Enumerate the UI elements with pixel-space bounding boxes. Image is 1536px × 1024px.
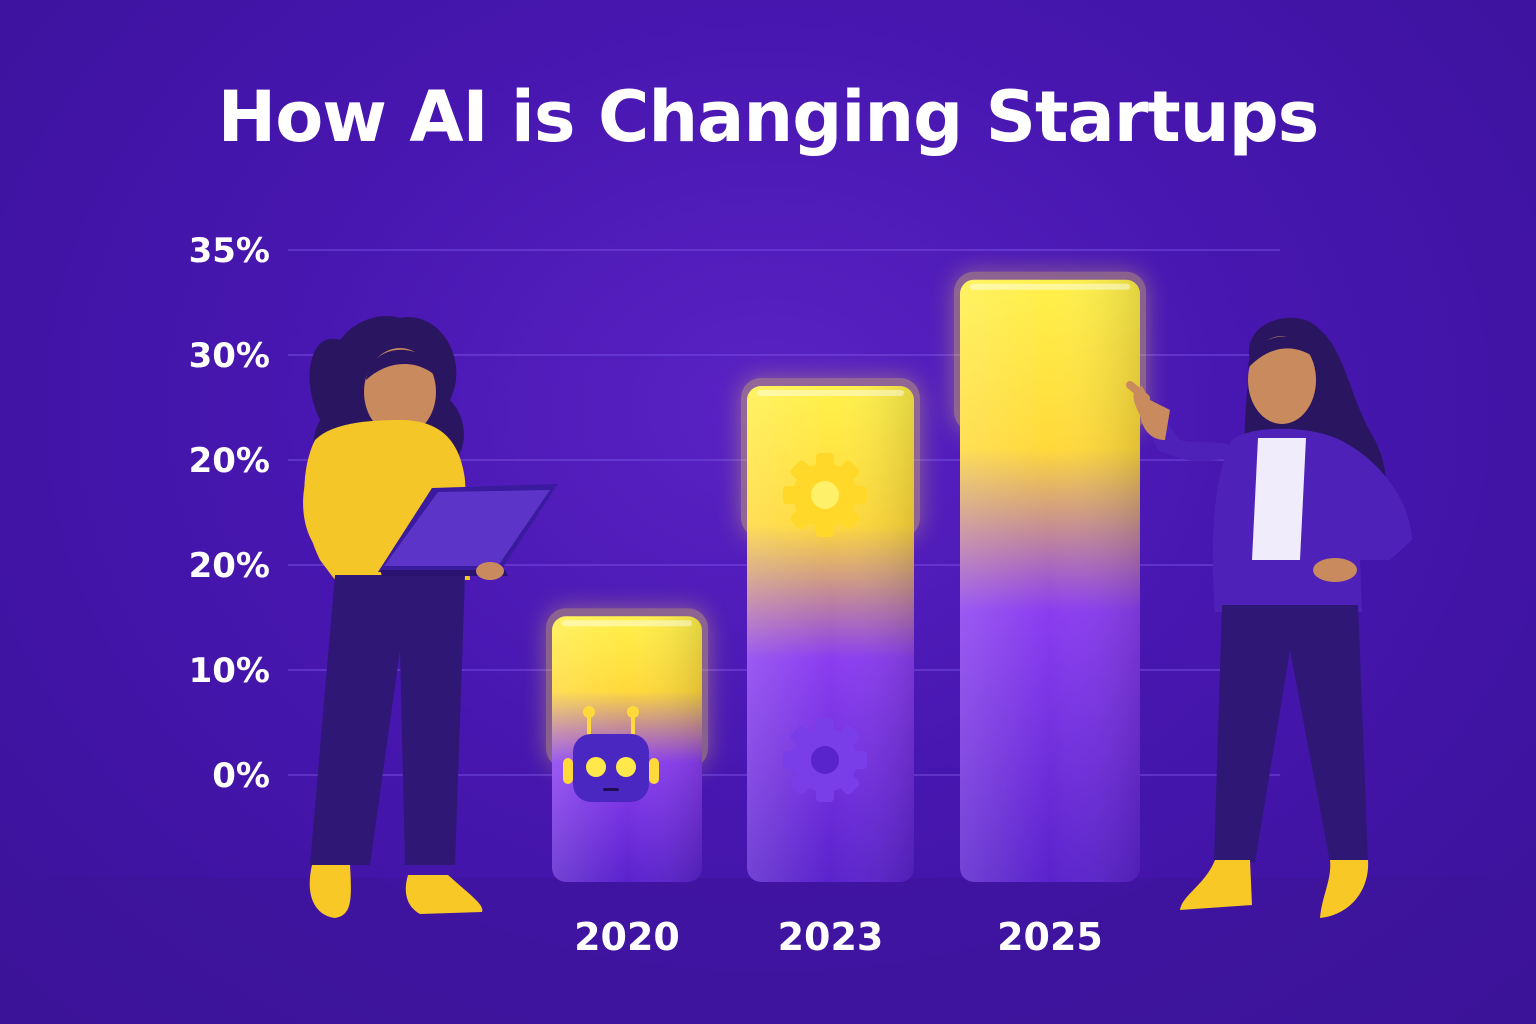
y-tick-label: 35% [189,231,270,271]
bar-group-2025 [954,271,1146,882]
robot-icon [563,706,659,802]
y-tick-label: 30% [189,336,270,376]
y-tick-label: 0% [212,756,270,796]
x-category-label: 2020 [574,915,680,959]
gear-icon [783,453,867,537]
bar-shade [960,279,1140,882]
bars [546,271,1146,882]
floor [0,878,1536,1024]
x-category-label: 2025 [997,915,1103,959]
x-category-label: 2023 [778,915,884,959]
woman-pointing-illustration [1126,317,1412,918]
bar-highlight [970,283,1130,290]
bar-highlight [562,620,692,627]
y-tick-label: 10% [189,651,270,691]
gear-icon [783,718,867,802]
bar-highlight [757,390,904,396]
y-axis: 0% 10% 20% 20% 30% 35% [189,231,270,796]
woman-with-laptop-illustration [303,316,558,918]
y-tick-label: 20% [189,441,270,481]
y-tick-label: 20% [189,546,270,586]
x-axis: 2020 2023 2025 [574,915,1103,959]
chart-title: How AI is Changing Startups [217,76,1320,158]
